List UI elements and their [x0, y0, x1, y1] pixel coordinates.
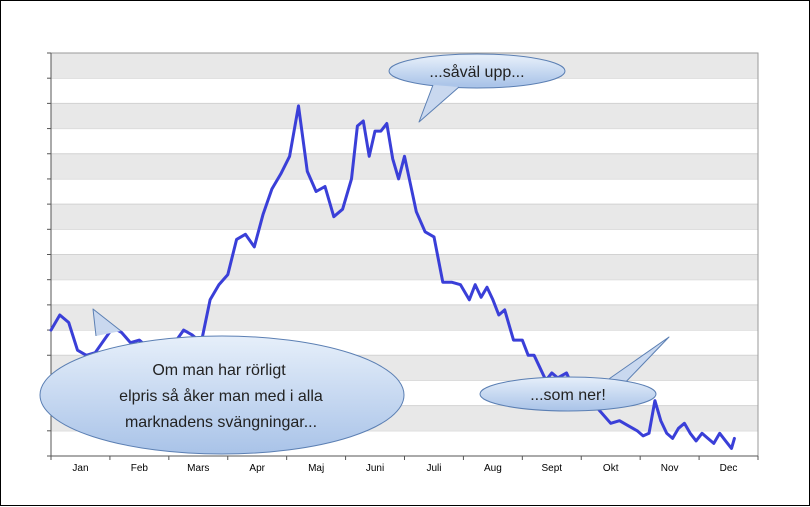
x-tick-label: Nov [661, 463, 679, 474]
x-tick-label: Okt [603, 463, 619, 474]
x-tick-label: Feb [131, 463, 149, 474]
callout-down-text: ...som ner! [530, 387, 606, 404]
x-tick-label: Maj [308, 463, 324, 474]
series-line [49, 104, 736, 450]
callout-up-text: ...såväl upp... [429, 63, 524, 81]
x-tick-label: Mars [187, 463, 209, 474]
x-tick-label: Apr [249, 463, 265, 474]
grid-band [51, 304, 758, 331]
callout-down: ...som ner! [479, 336, 670, 412]
x-tick-label: Jan [72, 463, 88, 474]
x-axis: Jan Feb Mars Apr Maj Juni Juli Aug Sept Okt Nov Dec [50, 455, 759, 474]
grid-band [51, 254, 758, 280]
x-tick-label: Juli [426, 463, 441, 474]
x-tick-label: Sept [542, 463, 563, 474]
grid-band [51, 204, 758, 230]
callout-main-line-1: Om man har rörligt [152, 362, 286, 379]
callout-main-line-2: elpris så åker man med i alla [119, 387, 323, 405]
price-series [49, 104, 736, 450]
x-tick-label: Dec [720, 463, 738, 474]
callout-main-line-3: marknadens svängningar... [125, 414, 317, 431]
callout-up: ...såväl upp... [388, 53, 566, 123]
x-tick-label: Aug [484, 463, 502, 474]
x-tick-label: Juni [366, 463, 384, 474]
grid-band [51, 103, 758, 129]
callout-main: Om man har rörligt elpris så åker man me… [39, 308, 405, 455]
